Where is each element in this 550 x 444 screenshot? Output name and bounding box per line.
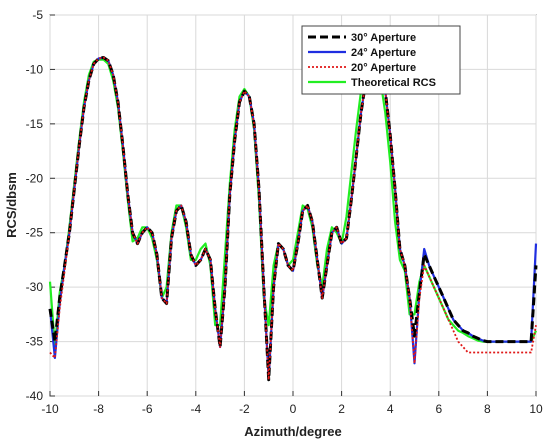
y-tick-label: -30: [26, 280, 44, 294]
legend-entry: 20° Aperture: [351, 62, 416, 74]
legend-entry: Theoretical RCS: [351, 77, 436, 89]
x-tick-label: -2: [239, 402, 250, 416]
y-tick-label: -10: [26, 62, 44, 76]
x-tick-label: -6: [142, 402, 153, 416]
x-tick-label: 10: [529, 402, 543, 416]
x-tick-label: 6: [435, 402, 442, 416]
legend: 30° Aperture 24° Aperture 20° Aperture Theo…: [301, 25, 461, 95]
y-tick-label: -40: [26, 389, 44, 403]
x-axis-title: Azimuth/degree: [244, 424, 342, 439]
x-tick-label: 4: [387, 402, 394, 416]
legend-entry: 24° Aperture: [351, 47, 416, 59]
y-tick-label: -15: [26, 117, 44, 131]
legend-entry: 30° Aperture: [351, 32, 416, 44]
y-axis-title: RCS/dbsm: [4, 172, 19, 238]
ticks: -10 -8 -6 -4 -2 0 2 4 6 8 10-40-35-30-25-20-15-10-…: [26, 8, 543, 416]
x-tick-label: 0: [290, 402, 297, 416]
x-tick-label: 2: [338, 402, 345, 416]
x-tick-label: -10: [41, 402, 59, 416]
y-tick-label: -35: [26, 335, 44, 349]
x-tick-label: -8: [93, 402, 104, 416]
series-line: [49, 56, 537, 381]
x-tick-label: 8: [484, 402, 491, 416]
series-lines: [48, 56, 538, 382]
y-tick-label: -5: [32, 8, 43, 22]
y-tick-label: -25: [26, 226, 44, 240]
y-tick-label: -20: [26, 171, 44, 185]
series-line: [48, 56, 538, 382]
x-tick-label: -4: [190, 402, 201, 416]
